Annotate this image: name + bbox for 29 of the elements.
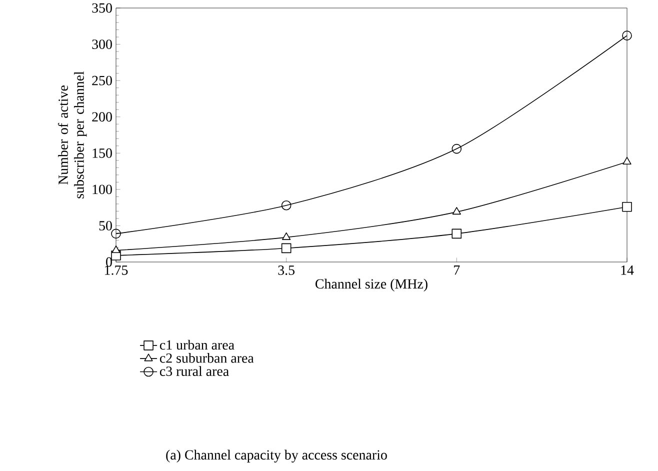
y-tick-label: 100 [92, 184, 112, 194]
x-tick-label: 3.5 [278, 266, 295, 275]
y-tick-label: 50 [99, 221, 112, 230]
legend-label: c1 urban area [160, 340, 234, 350]
y-tick-label: 350 [92, 3, 112, 13]
point [112, 245, 120, 254]
legend-label: c3 rural area [160, 366, 229, 376]
point [452, 144, 462, 154]
point [281, 200, 292, 210]
y-tick-label: 250 [92, 76, 112, 86]
point [452, 207, 461, 215]
point [281, 243, 292, 254]
point [622, 156, 632, 164]
point [452, 228, 462, 239]
x-axis-title: Channel size (MHz) [316, 278, 428, 292]
y-axis-title: Number of active subscriber per channel [58, 71, 87, 198]
y-tick-label: 150 [92, 148, 112, 158]
point [282, 232, 291, 240]
point [622, 202, 632, 212]
y-tick-label: 0 [106, 257, 112, 267]
x-tick-label: 14 [621, 266, 634, 275]
point [622, 30, 632, 40]
x-tick-label: 1.75 [105, 266, 128, 275]
text: (a) Channel capacity by access scenario [166, 450, 387, 462]
x-tick-label: 7 [454, 266, 460, 275]
y-tick-label: 200 [92, 112, 112, 122]
y-tick-label: 300 [92, 40, 112, 49]
legend-label: c2 suburban area [160, 352, 254, 363]
point [111, 228, 121, 239]
